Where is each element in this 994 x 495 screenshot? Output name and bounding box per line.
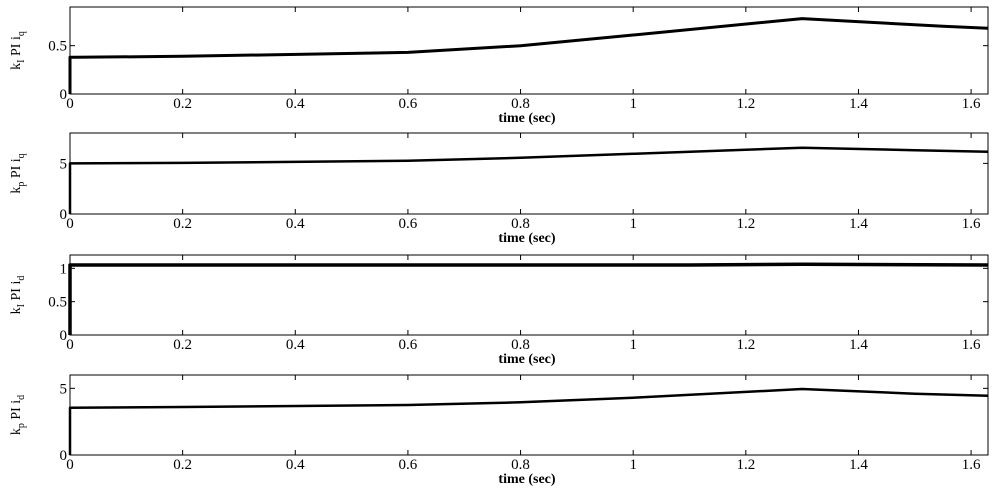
x-tick-label: 0 (66, 337, 74, 353)
x-tick-label: 1.2 (736, 457, 755, 473)
y-axis-title-part: k (9, 428, 24, 435)
x-tick-label: 1.6 (962, 216, 981, 232)
x-tick-label: 1 (629, 337, 637, 353)
y-axis-title-part: q (16, 153, 27, 158)
x-axis-title: time (sec) (498, 472, 555, 487)
x-tick-label: 1 (629, 96, 637, 112)
x-tick-label: 1 (629, 216, 637, 232)
plot-frame (69, 132, 989, 215)
plot-frame (69, 254, 989, 336)
y-tick-label: 0 (60, 328, 68, 344)
y-tick-label: 0 (60, 207, 68, 223)
y-axis-title-part: p (16, 423, 27, 428)
x-tick-label: 0.2 (173, 216, 192, 232)
x-tick-label: 0 (66, 457, 74, 473)
series-line (68, 262, 989, 335)
x-tick-label: 0.6 (399, 337, 418, 353)
series-line (68, 17, 989, 94)
y-axis-title-part: d (16, 395, 27, 400)
y-axis-title-part: PI i (9, 158, 24, 181)
series-line (68, 146, 989, 214)
x-tick-label: 0.6 (399, 96, 418, 112)
x-tick-label: 1.2 (736, 337, 755, 353)
x-tick-label: 0.8 (511, 457, 530, 473)
x-tick-label: 1 (629, 457, 637, 473)
y-axis-title-part: p (16, 182, 27, 187)
x-tick-label: 1.4 (849, 216, 868, 232)
x-tick-label: 1.2 (736, 96, 755, 112)
subplot-3: 0 0.2 0.4 0.6 0.8 1 1.2 1.4 1.6 0 0.5 1 time (sec) kI… (9, 254, 989, 367)
x-tick-label: 1.2 (736, 216, 755, 232)
x-tick-label: 0.6 (399, 457, 418, 473)
x-tick-label: 0 (66, 96, 74, 112)
x-tick-label: 0 (66, 216, 74, 232)
y-axis-title-part: q (16, 31, 27, 36)
x-tick-label: 0.2 (173, 96, 192, 112)
y-axis-title-part: PI i (9, 36, 24, 59)
plot-frame (69, 6, 989, 95)
y-axis-title-part: k (9, 307, 24, 314)
x-tick-label: 0.6 (399, 216, 418, 232)
y-axis-title: kI PI iq (9, 31, 27, 70)
y-tick-label: 0.5 (48, 295, 67, 311)
x-tick-label: 0.4 (286, 337, 305, 353)
subplot-2: 0 0.2 0.4 0.6 0.8 1 1.2 1.4 1.6 0 5 time (sec) kp PI… (9, 132, 989, 246)
x-tick-label: 0.2 (173, 457, 192, 473)
x-axis-title: time (sec) (498, 231, 555, 246)
x-tick-label: 1.4 (849, 96, 868, 112)
y-axis-title: kI PI id (9, 276, 27, 315)
y-tick-label: 1 (60, 261, 68, 277)
y-axis-title-part: PI i (9, 281, 24, 304)
x-tick-label: 0.8 (511, 216, 530, 232)
x-tick-label: 1.6 (962, 337, 981, 353)
y-axis-title-part: k (9, 187, 24, 194)
x-tick-label: 0.8 (511, 337, 530, 353)
x-tick-label: 0.4 (286, 457, 305, 473)
x-tick-label: 0.4 (286, 96, 305, 112)
y-tick-label: 0 (60, 448, 68, 464)
y-axis-title-part: d (16, 276, 27, 281)
y-axis-title-part: I (16, 60, 27, 63)
y-tick-label: 5 (60, 381, 68, 397)
subplot-4: 0 0.2 0.4 0.6 0.8 1 1.2 1.4 1.6 0 5 time (sec) kp PI… (9, 374, 989, 487)
subplot-1: 0 0.2 0.4 0.6 0.8 1 1.2 1.4 1.6 0 0.5 time (sec) kI … (9, 6, 989, 126)
y-axis-title-part: I (16, 304, 27, 307)
y-axis-title: kp PI iq (9, 153, 27, 193)
x-axis-title: time (sec) (498, 111, 555, 126)
x-tick-label: 0.8 (511, 96, 530, 112)
x-tick-label: 1.6 (962, 457, 981, 473)
plot-frame (69, 374, 989, 456)
y-axis-title: kp PI id (9, 395, 27, 435)
x-tick-label: 0.2 (173, 337, 192, 353)
y-tick-label: 0.5 (48, 39, 67, 55)
x-tick-label: 1.4 (849, 457, 868, 473)
x-axis-title: time (sec) (498, 352, 555, 367)
series-line (68, 387, 989, 455)
y-axis-title-part: k (9, 63, 24, 70)
x-tick-label: 1.6 (962, 96, 981, 112)
x-tick-label: 0.4 (286, 216, 305, 232)
y-tick-label: 5 (60, 156, 68, 172)
x-tick-label: 1.4 (849, 337, 868, 353)
y-tick-label: 0 (60, 87, 68, 103)
y-axis-title-part: PI i (9, 400, 24, 423)
